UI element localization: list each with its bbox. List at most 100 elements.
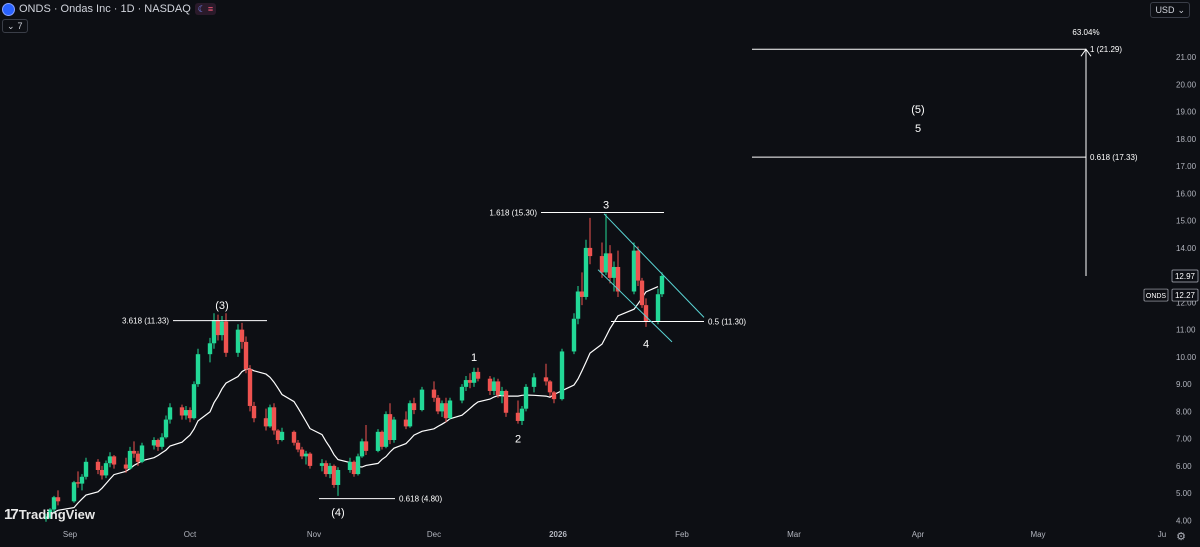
currency-selector[interactable]: USD ⌄ xyxy=(1150,2,1190,18)
candle-body[interactable] xyxy=(215,320,221,336)
candle-body[interactable] xyxy=(551,392,557,400)
candle-body[interactable] xyxy=(247,369,253,406)
candle-body[interactable] xyxy=(375,431,381,451)
candle-body[interactable] xyxy=(559,351,565,400)
candle-body[interactable] xyxy=(135,453,141,462)
candle-body[interactable] xyxy=(515,412,521,421)
candle-body[interactable] xyxy=(207,343,213,355)
candle-body[interactable] xyxy=(43,517,49,520)
candle-body[interactable] xyxy=(267,407,273,427)
candle-body[interactable] xyxy=(363,441,369,451)
candle-body[interactable] xyxy=(643,305,649,322)
candle-body[interactable] xyxy=(407,403,413,427)
session-toggle-button[interactable]: ☾ ≡ xyxy=(194,3,217,15)
candle-body[interactable] xyxy=(543,377,549,382)
candle-body[interactable] xyxy=(435,397,441,412)
candle-body[interactable] xyxy=(79,476,85,484)
candle-body[interactable] xyxy=(211,320,217,344)
candle-body[interactable] xyxy=(639,280,645,306)
candle-body[interactable] xyxy=(391,419,397,441)
candle-body[interactable] xyxy=(631,250,637,292)
candle-body[interactable] xyxy=(459,386,465,401)
candle-body[interactable] xyxy=(111,456,117,465)
candle-body[interactable] xyxy=(463,380,469,387)
candle-body[interactable] xyxy=(163,419,169,438)
candle-body[interactable] xyxy=(131,450,137,454)
candle-body[interactable] xyxy=(299,449,305,457)
candle-body[interactable] xyxy=(107,456,113,464)
candle-body[interactable] xyxy=(319,463,325,466)
candle-body[interactable] xyxy=(307,453,313,466)
candle-body[interactable] xyxy=(439,403,445,412)
candle-body[interactable] xyxy=(155,440,161,447)
candle-body[interactable] xyxy=(167,407,173,420)
candle-body[interactable] xyxy=(599,256,605,273)
candle-body[interactable] xyxy=(195,354,201,385)
gear-icon[interactable]: ⚙ xyxy=(1176,531,1186,543)
candle-body[interactable] xyxy=(71,482,77,502)
candle-body[interactable] xyxy=(419,389,425,411)
candle-body[interactable] xyxy=(331,465,337,485)
candle-body[interactable] xyxy=(383,414,389,447)
candle-body[interactable] xyxy=(239,329,245,342)
candle-body[interactable] xyxy=(359,441,365,457)
candle-body[interactable] xyxy=(347,461,353,470)
candle-body[interactable] xyxy=(587,247,593,257)
candle-body[interactable] xyxy=(263,418,269,427)
candle-body[interactable] xyxy=(275,430,281,441)
candle-body[interactable] xyxy=(235,329,241,353)
candle-body[interactable] xyxy=(187,410,193,419)
candle-body[interactable] xyxy=(223,321,229,353)
candle-body[interactable] xyxy=(583,247,589,297)
candle-body[interactable] xyxy=(403,419,409,427)
candle-body[interactable] xyxy=(447,400,453,419)
candle-body[interactable] xyxy=(335,469,341,485)
candle-body[interactable] xyxy=(519,408,525,421)
candle-body[interactable] xyxy=(279,431,285,441)
candle-body[interactable] xyxy=(55,497,61,502)
candle-body[interactable] xyxy=(219,321,225,336)
channel-lower-line[interactable] xyxy=(597,269,673,343)
candle-body[interactable] xyxy=(503,390,509,413)
candle-body[interactable] xyxy=(303,453,309,457)
candle-body[interactable] xyxy=(327,465,333,475)
candle-body[interactable] xyxy=(607,253,613,278)
candle-body[interactable] xyxy=(579,291,585,297)
candle-body[interactable] xyxy=(95,461,101,470)
candle-body[interactable] xyxy=(443,403,449,419)
candle-body[interactable] xyxy=(323,463,329,475)
candle-body[interactable] xyxy=(635,250,641,281)
candle-body[interactable] xyxy=(495,381,501,396)
candle-body[interactable] xyxy=(47,509,53,518)
candle-body[interactable] xyxy=(603,253,609,273)
candle-body[interactable] xyxy=(159,437,165,447)
candle-body[interactable] xyxy=(487,378,493,391)
candle-body[interactable] xyxy=(531,377,537,387)
candle-body[interactable] xyxy=(191,384,197,419)
candle-body[interactable] xyxy=(243,341,249,370)
candle-body[interactable] xyxy=(295,442,301,450)
candle-body[interactable] xyxy=(179,407,185,416)
candle-body[interactable] xyxy=(99,469,105,476)
candle-body[interactable] xyxy=(183,410,189,416)
candle-body[interactable] xyxy=(387,414,393,441)
candle-body[interactable] xyxy=(51,497,57,510)
candle-body[interactable] xyxy=(491,381,497,391)
candle-body[interactable] xyxy=(271,407,277,431)
candle-body[interactable] xyxy=(547,381,553,393)
symbol-title[interactable]: ONDS · Ondas Inc · 1D · NASDAQ xyxy=(19,3,191,15)
candle-body[interactable] xyxy=(611,266,617,278)
candle-body[interactable] xyxy=(475,371,481,379)
candle-body[interactable] xyxy=(151,440,157,446)
candle-body[interactable] xyxy=(571,318,577,352)
candle-body[interactable] xyxy=(127,450,133,469)
candle-body[interactable] xyxy=(123,464,129,469)
candle-body[interactable] xyxy=(139,445,145,462)
tradingview-logo[interactable]: 17 TradingView xyxy=(4,506,95,523)
candle-body[interactable] xyxy=(523,386,529,409)
candle-body[interactable] xyxy=(411,403,417,411)
candle-body[interactable] xyxy=(499,390,505,396)
candle-body[interactable] xyxy=(75,482,81,484)
candle-body[interactable] xyxy=(83,461,89,477)
